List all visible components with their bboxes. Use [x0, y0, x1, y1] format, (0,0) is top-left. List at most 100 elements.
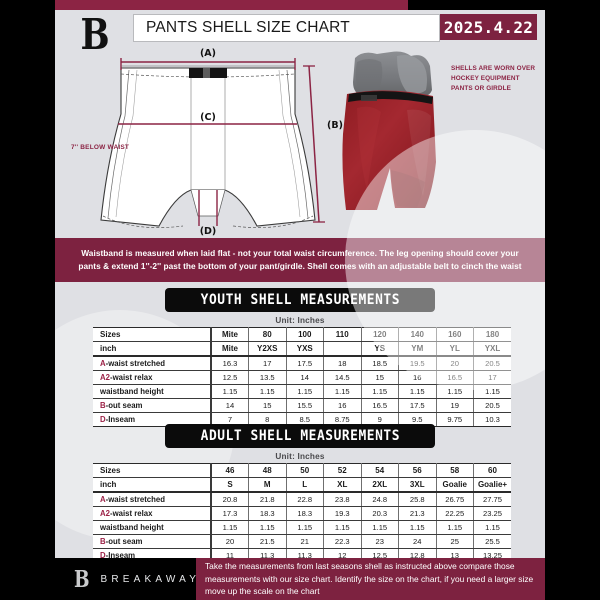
cell: 21 [286, 534, 324, 549]
row-text: -Inseam [105, 415, 136, 424]
cell: 14 [211, 398, 249, 413]
svg-text:(D): (D) [200, 226, 217, 236]
page-title: PANTS SHELL SIZE CHART [146, 19, 350, 36]
cell: 20.3 [361, 506, 399, 521]
row-text: -waist relax [109, 509, 153, 518]
cell: 8.5 [286, 412, 324, 427]
date-value: 2025.4.22 [443, 17, 534, 37]
banner-text: Waistband is measured when laid flat - n… [78, 248, 522, 271]
header: B PANTS SHELL SIZE CHART 2025.4.22 [55, 10, 545, 57]
adult-measurements-table: Sizes 46 48 50 52 54 56 58 60 inch S M L… [93, 463, 511, 558]
cell: 3XL [398, 477, 437, 493]
row-text: waistband height [100, 523, 164, 532]
cell: 23 [361, 534, 399, 549]
cell: 58 [436, 463, 474, 478]
youth-table-body: Sizes Mite 80 100 110 120 140 160 180 in… [93, 327, 511, 427]
cell: 20.8 [211, 492, 249, 507]
cell: 46 [211, 463, 249, 478]
brand-name: BREAKAWAY [100, 573, 201, 585]
cell: 19.3 [323, 506, 362, 521]
cell: 16.5 [436, 370, 474, 385]
row-text: -out seam [105, 401, 143, 410]
cell [323, 341, 362, 357]
cell: 1.15 [211, 384, 249, 399]
cell: 19.5 [398, 356, 437, 371]
cell: YXL [473, 341, 511, 357]
cell: 20 [436, 356, 474, 371]
cell: 18.3 [286, 506, 324, 521]
cell: XL [323, 477, 362, 493]
cell: 19 [436, 398, 474, 413]
table-row: A2-waist relax 17.3 18.3 18.3 19.3 20.3 … [93, 506, 511, 521]
row-mark: A [100, 495, 106, 504]
row-label: B-out seam [93, 398, 212, 413]
cell: 160 [436, 327, 474, 342]
cell: 1.15 [286, 384, 324, 399]
diagram-section: (A) (C) (B) (D) 7'' BELOW WAIST [55, 44, 545, 237]
cell: 25.5 [473, 534, 511, 549]
row-mark: B [100, 537, 106, 546]
cell: Goalie [436, 477, 474, 493]
cell: 14 [286, 370, 324, 385]
table-row: B-out seam 20 21.5 21 22.3 23 24 25 25.5 [93, 534, 511, 549]
cell: 15 [361, 370, 399, 385]
cell: 20.5 [473, 356, 511, 371]
cell: Goalie+ [473, 477, 511, 493]
cell: 14.5 [323, 370, 362, 385]
cell: M [248, 477, 287, 493]
main-panel: B PANTS SHELL SIZE CHART 2025.4.22 [55, 10, 545, 558]
cell: 1.15 [248, 384, 287, 399]
cell: 13.25 [473, 548, 511, 558]
row-mark: A2 [100, 509, 110, 518]
cell: 9.75 [436, 412, 474, 427]
cell: 56 [398, 463, 437, 478]
product-photo [333, 50, 448, 230]
row-label: B-out seam [93, 534, 212, 549]
row-label: D-Inseam [93, 548, 212, 558]
cell: Mite [211, 327, 249, 342]
cell: 23.8 [323, 492, 362, 507]
cell: 2XL [361, 477, 399, 493]
cell: 11.3 [248, 548, 287, 558]
cell: 16.5 [361, 398, 399, 413]
cell: 18.3 [248, 506, 287, 521]
cell: 48 [248, 463, 287, 478]
row-text: -out seam [105, 537, 143, 546]
row-label: A-waist stretched [93, 492, 212, 507]
cell: 12.8 [398, 548, 437, 558]
cell: 20 [211, 534, 249, 549]
table-row: A2-waist relax 12.5 13.5 14 14.5 15 16 1… [93, 370, 511, 385]
youth-unit-label: Unit: Inches [275, 316, 325, 325]
cell: 15.5 [286, 398, 324, 413]
cell: 12.5 [211, 370, 249, 385]
row-mark: A [100, 359, 106, 368]
cell: 15 [248, 398, 287, 413]
cell: 11.3 [286, 548, 324, 558]
cell: Y2XS [248, 341, 287, 357]
cell: 17 [473, 370, 511, 385]
row-mark: D [100, 415, 106, 424]
row-label: A2-waist relax [93, 506, 212, 521]
cell: 18.5 [361, 356, 399, 371]
cell: 1.15 [286, 520, 324, 535]
table-row: Sizes Mite 80 100 110 120 140 160 180 [93, 327, 511, 342]
cell: 20.5 [473, 398, 511, 413]
table-row: Sizes 46 48 50 52 54 56 58 60 [93, 463, 511, 478]
cell: L [286, 477, 324, 493]
cell: 8 [248, 412, 287, 427]
cell: 21.3 [398, 506, 437, 521]
svg-text:(B): (B) [327, 120, 343, 131]
row-label: waistband height [93, 520, 212, 535]
cell: 17.5 [398, 398, 437, 413]
adult-unit-label: Unit: Inches [275, 452, 325, 461]
cell: 1.15 [398, 520, 437, 535]
youth-sizes-label: Sizes [93, 327, 212, 342]
table-row: inch Mite Y2XS YXS YS YM YL YXL [93, 341, 511, 357]
table-row: inch S M L XL 2XL 3XL Goalie Goalie+ [93, 477, 511, 493]
table-row: D-Inseam 7 8 8.5 8.75 9 9.5 9.75 10.3 [93, 412, 511, 427]
table-row: B-out seam 14 15 15.5 16 16.5 17.5 19 20… [93, 398, 511, 413]
cell: 24.8 [361, 492, 399, 507]
footer: B BREAKAWAY Take the measurements from l… [0, 558, 600, 600]
cell: 1.15 [436, 520, 474, 535]
row-label: D-Inseam [93, 412, 212, 427]
